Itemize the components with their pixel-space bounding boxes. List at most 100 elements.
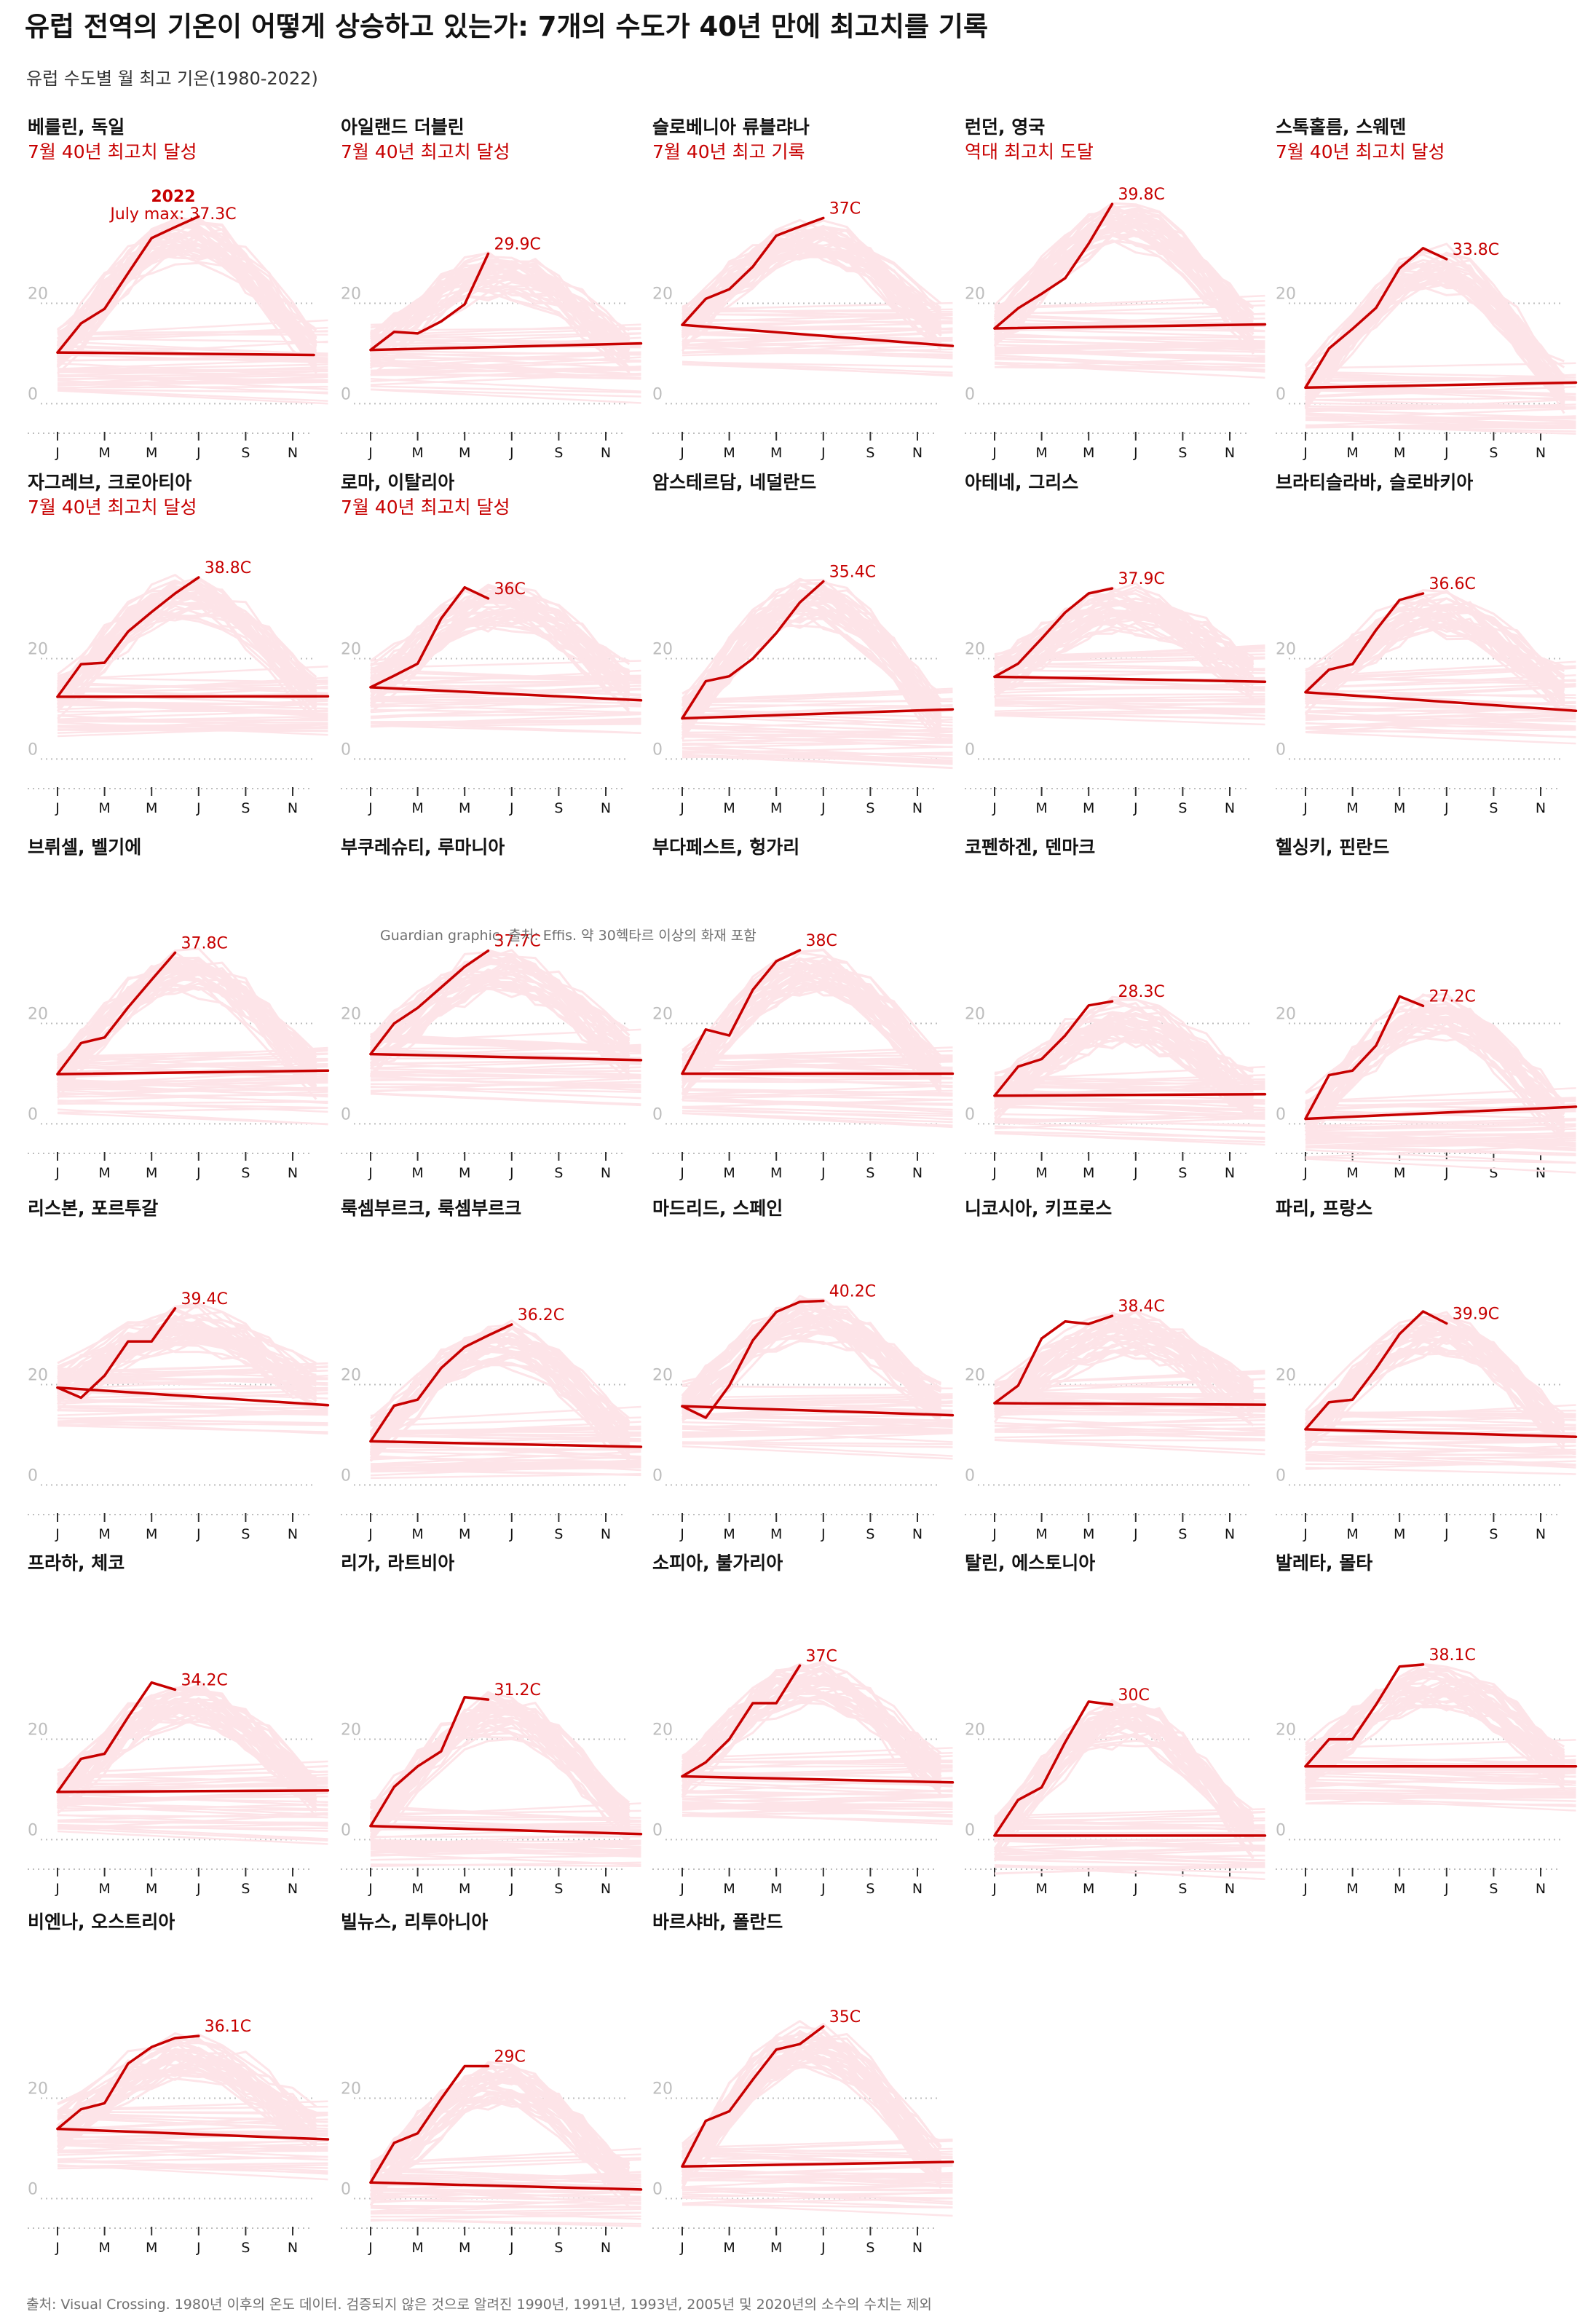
peak-label: 38.8C — [205, 559, 251, 577]
baseline-line — [681, 323, 955, 347]
x-tick-label: J — [196, 2240, 201, 2256]
x-tick-label: S — [554, 1881, 563, 1897]
line-2022 — [1304, 592, 1425, 694]
x-tick-label: J — [509, 2240, 514, 2256]
baseline-line — [993, 323, 1267, 330]
x-tick-label: J — [368, 2240, 373, 2256]
y-tick-label: 0 — [341, 741, 351, 759]
line-2022 — [993, 202, 1114, 330]
baseline-line — [56, 1069, 330, 1075]
y-tick-label: 0 — [28, 1821, 38, 1839]
y-tick-label: 0 — [1276, 385, 1286, 403]
x-tick-label: M — [723, 1526, 735, 1542]
temperature-chart: 0 20 J M M J S N 29C — [341, 2048, 643, 2256]
x-tick-label: N — [912, 2240, 923, 2256]
x-tick-label: M — [1394, 445, 1405, 461]
y-tick-label: 20 — [652, 1006, 673, 1024]
x-tick-label: J — [55, 800, 60, 816]
city-name: 프라하, 체코 — [28, 1552, 125, 1574]
x-tick-label: M — [723, 1165, 735, 1181]
x-tick-label: J — [55, 1526, 60, 1542]
record-note: 역대 최고치 도달 — [965, 141, 1094, 162]
city-panel: 탈린, 에스토니아 0 20 J M M J S N 30C — [965, 1549, 1267, 1897]
x-tick-label: S — [1178, 1881, 1187, 1897]
baseline-line — [369, 686, 643, 702]
y-tick-label: 0 — [28, 2180, 38, 2198]
chart-subtitle: 유럽 수도별 월 최고 기온(1980-2022) — [26, 68, 318, 89]
annotation-year: 2022 — [151, 188, 195, 206]
y-tick-label: 20 — [1276, 641, 1296, 659]
peak-label: 39.8C — [1118, 186, 1165, 204]
x-tick-label: N — [1536, 1526, 1546, 1542]
y-tick-label: 20 — [28, 1367, 48, 1385]
y-tick-label: 0 — [1276, 1467, 1286, 1485]
y-tick-label: 20 — [652, 285, 673, 304]
historical-lines — [369, 582, 641, 735]
x-tick-label: J — [1444, 1881, 1449, 1897]
y-tick-label: 20 — [1276, 1721, 1296, 1740]
city-name: 브뤼셀, 벨기에 — [28, 837, 142, 858]
y-tick-label: 20 — [28, 285, 48, 304]
x-tick-label: N — [601, 800, 611, 816]
x-tick-label: J — [196, 1881, 201, 1897]
x-tick-label: N — [601, 1881, 611, 1897]
x-tick-label: N — [1225, 800, 1235, 816]
temperature-chart: 0 20 J M M J S N 29.9C — [341, 235, 643, 461]
peak-label: 37.7C — [494, 933, 541, 951]
y-tick-label: 20 — [1276, 1006, 1296, 1024]
x-tick-label: J — [368, 445, 373, 461]
temperature-chart: 0 20 J M M J S N 33.8C — [1276, 241, 1578, 461]
baseline-line — [369, 1824, 643, 1836]
y-tick-label: 20 — [341, 1367, 361, 1385]
historical-lines — [56, 2032, 328, 2181]
y-tick-label: 0 — [965, 1821, 975, 1839]
x-tick-label: S — [1489, 445, 1498, 461]
y-tick-label: 0 — [28, 741, 38, 759]
x-tick-label: M — [1035, 1881, 1047, 1897]
historical-lines — [993, 1310, 1265, 1456]
x-tick-label: J — [509, 1881, 514, 1897]
x-tick-label: J — [368, 800, 373, 816]
peak-label: 29.9C — [494, 235, 541, 253]
y-tick-label: 0 — [28, 1467, 38, 1485]
x-tick-label: N — [1536, 445, 1546, 461]
y-tick-label: 0 — [28, 1105, 38, 1124]
x-tick-label: N — [912, 1165, 923, 1181]
x-tick-label: M — [723, 2240, 735, 2256]
x-tick-label: S — [1178, 1526, 1187, 1542]
x-tick-label: J — [55, 1165, 60, 1181]
historical-lines — [369, 1691, 641, 1868]
x-tick-label: J — [1444, 800, 1449, 816]
temperature-chart: 0 20 J M M J S N 36C — [341, 580, 643, 816]
historical-lines — [56, 1303, 328, 1435]
y-tick-label: 20 — [1276, 1367, 1296, 1385]
x-tick-label: M — [770, 1526, 782, 1542]
city-panel: 발레타, 몰타 0 20 J M M J S N 38.1C — [1276, 1549, 1578, 1897]
line-2022 — [56, 215, 200, 354]
city-name: 런던, 영국 — [965, 117, 1046, 138]
x-tick-label: N — [288, 1165, 298, 1181]
x-tick-label: S — [1489, 1881, 1498, 1897]
temperature-chart: 0 20 J M M J S N 39.8C — [965, 186, 1267, 461]
y-tick-label: 0 — [652, 1467, 663, 1485]
city-panel: 아테네, 그리스 0 20 J M M J S N 37.9C — [965, 468, 1267, 816]
city-name: 리스본, 포르투갈 — [28, 1198, 159, 1219]
y-tick-label: 0 — [652, 1821, 663, 1839]
x-tick-label: J — [1133, 1881, 1138, 1897]
city-name: 스톡홀름, 스웨덴 — [1276, 117, 1407, 138]
baseline-line — [56, 351, 315, 357]
temperature-chart: 0 20 J M M J S N 36.1C — [28, 2018, 330, 2256]
peak-label: 37.9C — [1118, 570, 1165, 588]
temperature-chart: 0 20 J M M J S N 28.3C — [965, 983, 1267, 1181]
city-panel: 브라티슬라바, 슬로바키아 0 20 J M M J S N 36.6C — [1276, 468, 1578, 816]
baseline-line — [369, 2181, 643, 2191]
line-2022 — [1304, 995, 1425, 1121]
city-name: 아일랜드 더블린 — [341, 117, 465, 138]
x-tick-label: N — [1225, 1526, 1235, 1542]
record-note: 7월 40년 최고치 달성 — [1276, 141, 1445, 162]
x-tick-label: J — [679, 1526, 684, 1542]
line-2022 — [1304, 1310, 1448, 1431]
x-tick-label: M — [98, 1881, 110, 1897]
